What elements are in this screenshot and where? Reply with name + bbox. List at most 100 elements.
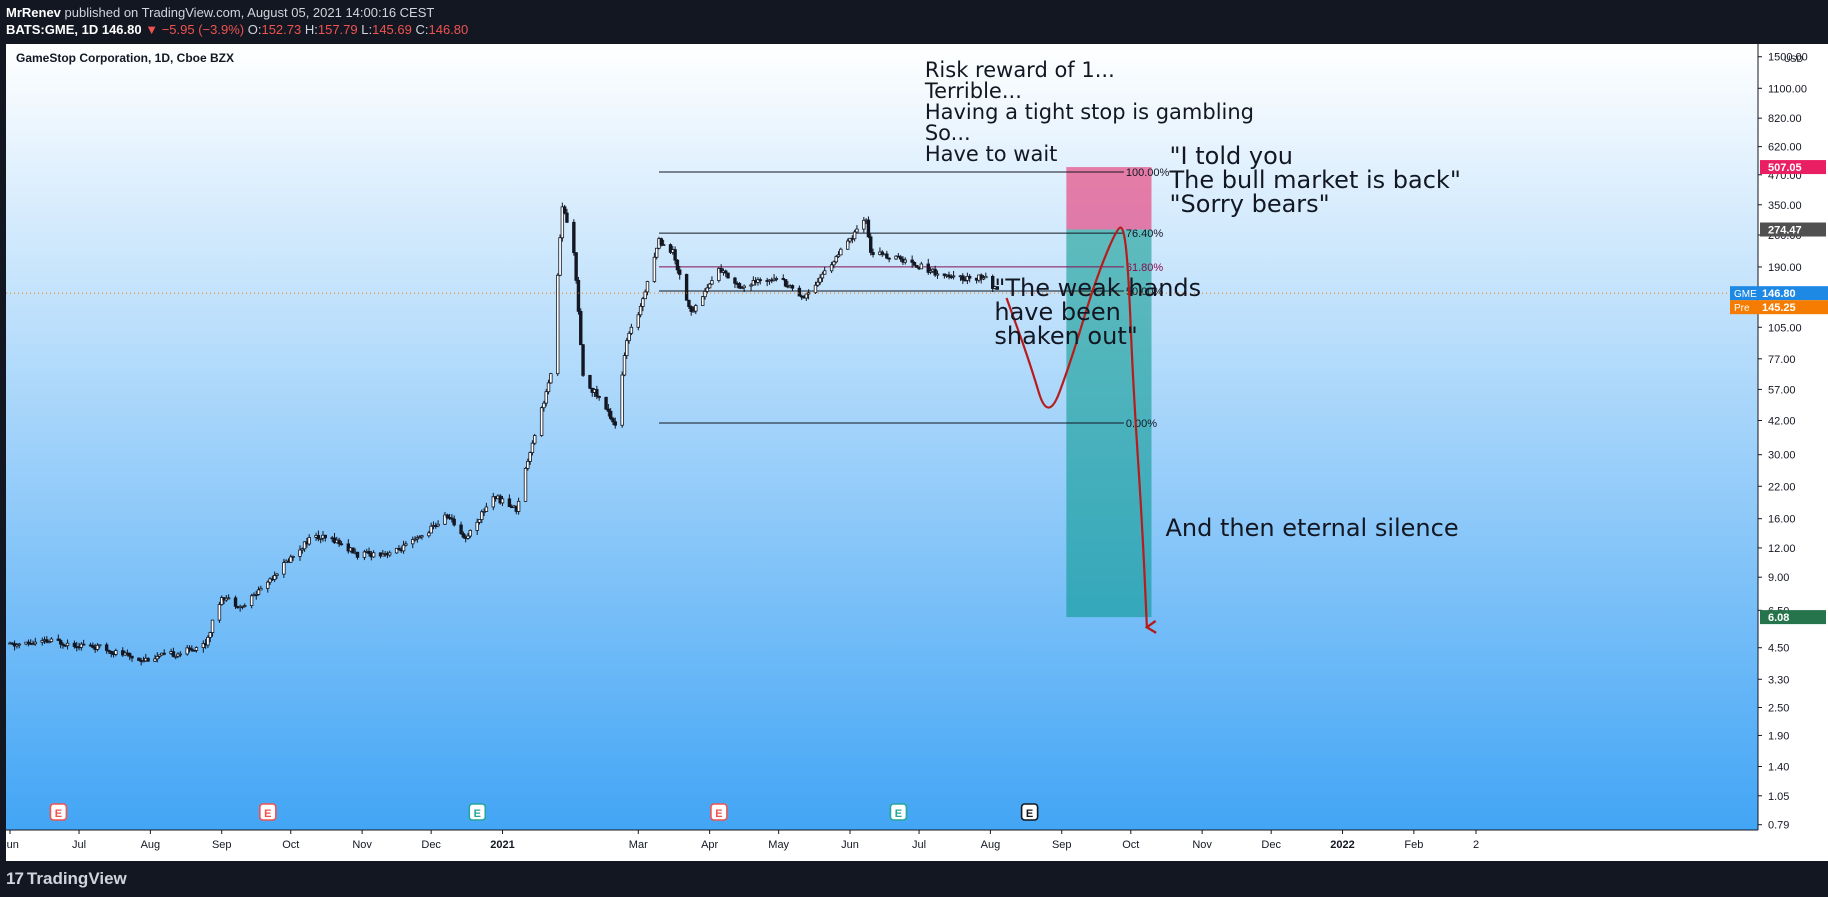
candle-body	[26, 641, 31, 644]
candle-body	[171, 651, 176, 657]
time-tick-label: 2	[1473, 839, 1479, 851]
candle-body	[268, 578, 272, 583]
time-tick-label: 2021	[490, 839, 514, 851]
time-tick-label: Sep	[1052, 839, 1072, 851]
publication-date: published on TradingView.com, August 05,…	[64, 5, 435, 20]
time-axis-background	[6, 830, 1828, 861]
ohlc-label: C:	[411, 22, 429, 37]
candle-body	[935, 273, 940, 276]
author-name[interactable]: MrRenev	[6, 5, 61, 20]
time-tick-label: Jun	[841, 839, 859, 851]
candle-body	[995, 286, 1000, 290]
candle-body	[33, 641, 38, 645]
candle-body	[981, 277, 986, 280]
earnings-marker-label: E	[895, 808, 902, 820]
candle-body	[643, 291, 647, 300]
chart-area[interactable]: 0.791.051.401.902.503.304.506.509.0012.0…	[1, 44, 1828, 861]
candle-body	[627, 332, 631, 342]
candle-body	[362, 551, 367, 558]
price-label-value: 146.80	[1762, 288, 1796, 300]
candle-body	[56, 638, 61, 641]
candle-body	[302, 541, 307, 550]
candle-body	[726, 272, 730, 279]
weak-hands-quote-line: "The weak hands	[994, 274, 1201, 302]
candle-body	[565, 212, 569, 223]
candle-body	[898, 256, 903, 260]
candle-body	[526, 461, 530, 469]
candle-body	[371, 552, 376, 558]
ohlc-value: 152.73	[261, 22, 302, 37]
price-chart[interactable]: 0.791.051.401.902.503.304.506.509.0012.0…	[1, 44, 1828, 861]
currency-label: USD	[1784, 54, 1804, 64]
price-label-value: 6.08	[1768, 612, 1789, 624]
ohlc-label: H:	[301, 22, 318, 37]
earnings-marker-label: E	[264, 808, 271, 820]
candle-body	[832, 261, 836, 266]
tradingview-logo[interactable]: 17 TradingView	[6, 869, 127, 889]
candle-body	[839, 248, 843, 256]
price-label-symbol: Pre	[1734, 303, 1750, 314]
time-tick-label: Sep	[212, 839, 232, 851]
earnings-marker-label: E	[1026, 808, 1033, 820]
price-tick-label: 12.00	[1768, 543, 1796, 555]
candle-body	[528, 452, 532, 462]
stop-loss-zone	[1066, 167, 1152, 230]
candle-body	[926, 263, 930, 273]
candle-body	[187, 647, 192, 650]
ohlc-value: 145.69	[372, 22, 412, 37]
candle-body	[560, 206, 565, 239]
chart-legend-title: GameStop Corporation, 1D, Cboe BZX	[16, 51, 234, 65]
candle-body	[781, 278, 785, 280]
price-tick-label: 0.79	[1768, 820, 1789, 832]
candle-body	[95, 644, 100, 650]
price-tick-label: 620.00	[1768, 142, 1802, 154]
time-tick-label: 2022	[1330, 839, 1354, 851]
price-tick-label: 77.00	[1768, 354, 1796, 366]
risk-note-line: Have to wait	[925, 142, 1058, 166]
candle-body	[595, 389, 599, 397]
candle-body	[58, 640, 63, 645]
candle-body	[737, 283, 742, 289]
candle-body	[581, 344, 585, 376]
price-label-value: 507.05	[1768, 162, 1802, 174]
candle-body	[836, 254, 841, 258]
candle-body	[107, 650, 111, 652]
candle-body	[307, 537, 311, 545]
price-tick-label: 22.00	[1768, 481, 1796, 493]
candle-body	[689, 306, 693, 312]
risk-note-line: Having a tight stop is gambling	[925, 100, 1254, 124]
candle-body	[684, 274, 689, 301]
candle-body	[620, 374, 624, 426]
candle-body	[855, 228, 859, 233]
time-tick-label: Jun	[6, 839, 19, 851]
earnings-marker	[889, 803, 908, 821]
candle-body	[813, 284, 818, 294]
candle-body	[65, 642, 70, 647]
candle-body	[259, 587, 263, 591]
candle-body	[742, 285, 746, 289]
candle-body	[217, 604, 222, 621]
candle-body	[220, 597, 224, 605]
candle-body	[816, 281, 820, 286]
candle-body	[185, 647, 189, 655]
candle-body	[491, 496, 495, 508]
candle-body	[661, 244, 666, 246]
candle-body	[533, 435, 537, 444]
candle-body	[104, 644, 109, 651]
candle-body	[668, 244, 673, 253]
candle-body	[797, 287, 802, 297]
candle-body	[834, 256, 838, 263]
candle-body	[641, 298, 645, 307]
candle-body	[915, 264, 919, 268]
earnings-marker-label: E	[55, 808, 62, 820]
candle-body	[275, 573, 279, 576]
candle-body	[351, 547, 355, 554]
candle-body	[194, 647, 199, 651]
bull-quote-line: "I told you	[1170, 142, 1293, 170]
time-tick-label: Feb	[1404, 839, 1423, 851]
candle-body	[233, 597, 238, 607]
candle-body	[461, 533, 466, 538]
candle-body	[316, 535, 321, 540]
candle-body	[427, 532, 431, 537]
candle-body	[703, 290, 707, 298]
